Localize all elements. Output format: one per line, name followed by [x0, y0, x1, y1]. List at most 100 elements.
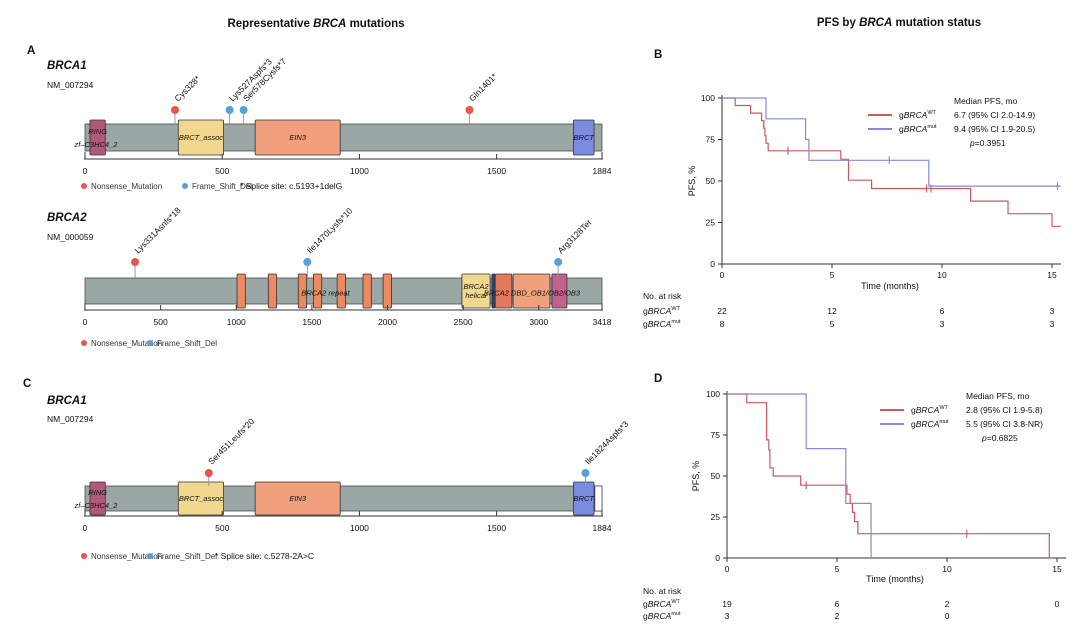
x-tick-label: 5	[835, 564, 840, 574]
left-figure-title: Representative BRCA mutations	[156, 18, 476, 30]
legend-dot	[182, 183, 188, 189]
axis-tick-label: 1000	[227, 317, 246, 327]
x-axis-label-panel-d: Time (months)	[866, 574, 924, 584]
legend-row: Median PFS, mo	[868, 94, 1035, 108]
group-name: gBRCAmut	[899, 124, 937, 134]
axis-tick-label: 0	[83, 523, 88, 533]
domain-box	[89, 481, 106, 516]
domain-label: EIN3	[289, 133, 307, 142]
km-legend-panel-d: Median PFS, mo gBRCAWT 2.8 (95% CI 1.9-5.8…	[880, 389, 1043, 445]
axis-tick-label: 500	[215, 523, 229, 533]
mutation-label: Arg3128Ter	[555, 217, 593, 255]
group-name: gBRCAmut	[911, 419, 949, 429]
legend-dot	[147, 340, 153, 346]
domain-label: BRCA2 repeat	[301, 289, 350, 298]
domain-box	[512, 273, 551, 309]
y-tick-label: 75	[711, 430, 721, 440]
axis-tick-label: 500	[215, 166, 229, 176]
legend-dot	[81, 340, 87, 346]
axis-tick-label: 3000	[529, 317, 548, 327]
domain-box	[362, 273, 372, 309]
domain-label: BRCA2 DBD_OB1/OB2/OB3	[484, 289, 581, 298]
legend-value: Median PFS, mo	[954, 96, 1018, 106]
at-risk-count: 3	[1049, 319, 1055, 329]
y-tick-label: 25	[706, 218, 716, 228]
km-plot-panel-d: 0 25 50 75 100 0 5 10 15	[706, 389, 1066, 574]
legend-row: gBRCAWT 2.8 (95% CI 1.9-5.8)	[880, 403, 1043, 417]
at-risk-count: 19	[722, 599, 732, 609]
legend-line-swatch	[868, 114, 892, 116]
km-curve-gbrca-wt	[727, 393, 1052, 559]
axis-tick-label: 500	[154, 317, 168, 327]
axis-tick-label: 0	[83, 166, 88, 176]
legend-label: Frame_Shift_Del	[192, 182, 252, 191]
mutation-label: Lys331Asnfs*18	[132, 205, 182, 255]
mutation-dot-frame_shift_del	[554, 258, 563, 266]
x-tick-label: 15	[1052, 564, 1062, 574]
domain-label: RING	[88, 127, 107, 136]
domain-box	[551, 273, 568, 309]
mutation-label: Ser451Leufs*20	[206, 418, 256, 466]
at-risk-count: 0	[1054, 599, 1060, 609]
mutation-dot-frame_shift_del	[303, 258, 312, 266]
legend-dot	[81, 553, 87, 559]
domain-label: zf–C3HC4_2	[74, 140, 119, 149]
group-name: gBRCAWT	[643, 599, 680, 609]
y-tick-label: 75	[706, 135, 716, 145]
mutation-dot-nonsense_mutation	[171, 106, 180, 114]
x-tick-label: 5	[830, 270, 835, 280]
protein-bar-tail	[594, 485, 603, 512]
group-name: gBRCAmut	[643, 611, 681, 621]
domain-box	[461, 273, 491, 309]
y-tick-label: 100	[701, 93, 715, 103]
axis-tick-label: 2500	[454, 317, 473, 327]
mutation-dot-frame_shift_del	[225, 106, 234, 114]
y-axis-label-panel-d: PFS, %	[691, 460, 701, 492]
at-risk-count: 2	[834, 611, 840, 621]
axis-tick-label: 1500	[487, 166, 506, 176]
splice-note: * Splice site: c.5278-2A>C	[215, 551, 314, 561]
left-title-pre: Representative	[227, 18, 314, 30]
y-tick-label: 25	[711, 512, 721, 522]
protein-bar	[84, 485, 603, 512]
x-tick-label: 15	[1047, 270, 1057, 280]
mutation-dot-frame_shift_del	[239, 106, 248, 114]
at-risk-count: 3	[939, 319, 945, 329]
legend-row: p=0.3951	[868, 136, 1035, 150]
legend-value: 5.5 (95% CI 3.8-NR)	[966, 419, 1043, 429]
mutation-dot-nonsense_mutation	[131, 258, 140, 266]
transcript-panel-c-brca1: NM_007294	[47, 414, 94, 424]
legend-line-swatch	[868, 128, 892, 130]
transcript-panel-a-brca1: NM_007294	[47, 80, 94, 90]
at-risk-table-panel-b: No. at risk gBRCAWT 22 12 6 3 gBRCAmut 8 5 3 3	[643, 291, 1083, 335]
right-title-gene: BRCA	[859, 17, 893, 29]
domain-box	[177, 119, 224, 156]
gene-name-panel-a-brca2: BRCA2	[47, 212, 87, 224]
legend-row: gBRCAmut 9.4 (95% CI 1.9-20.5)	[868, 122, 1035, 136]
domain-box	[312, 273, 323, 309]
panel-d-label: D	[654, 373, 663, 385]
domain-label: zf–C3HC4_2	[74, 501, 119, 510]
x-tick-label: 10	[942, 564, 952, 574]
y-tick-label: 0	[715, 553, 720, 563]
domain-box	[236, 273, 246, 309]
axis-tick-label: 1000	[350, 166, 369, 176]
x-tick-label: 0	[725, 564, 730, 574]
axis-tick-label: 1500	[487, 523, 506, 533]
left-title-post: mutations	[346, 18, 405, 30]
axis-tick-label: 1000	[350, 523, 369, 533]
x-tick-label: 10	[937, 270, 947, 280]
splice-note: * Splice site: c.5193+1delG	[240, 181, 342, 191]
group-name: gBRCAWT	[911, 405, 948, 415]
domain-box	[573, 119, 595, 156]
y-tick-label: 50	[711, 471, 721, 481]
axis-tick-label: 2000	[378, 317, 397, 327]
at-risk-table-panel-d: No. at risk gBRCAWT 19 6 2 0 gBRCAmut 3 2 0	[643, 586, 1083, 630]
domain-label: BRCT_assoc	[179, 494, 223, 503]
at-risk-count: 5	[829, 319, 835, 329]
at-risk-count: 6	[834, 599, 840, 609]
protein-bar	[84, 123, 603, 152]
y-axis-label-panel-b: PFS, %	[687, 165, 697, 197]
domain-label: BRCA2 helical	[463, 282, 489, 300]
at-risk-title: No. at risk	[643, 291, 682, 301]
